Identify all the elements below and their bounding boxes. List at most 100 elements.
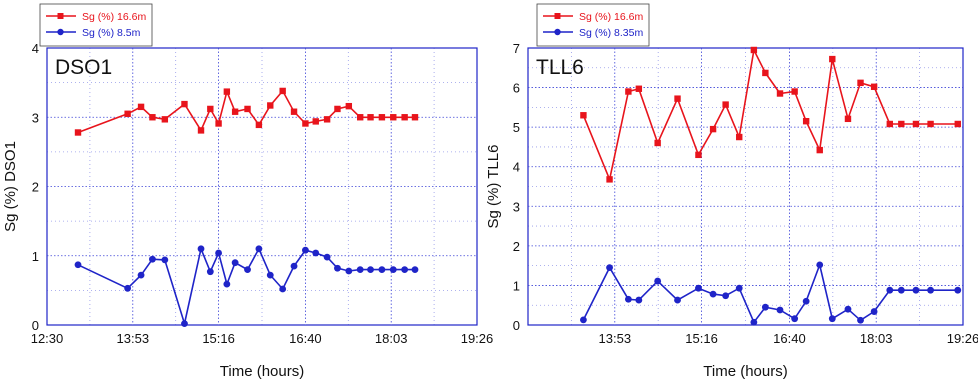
data-point xyxy=(776,306,784,314)
data-point xyxy=(776,90,784,97)
data-point xyxy=(750,46,758,54)
legend-marker xyxy=(554,13,561,19)
chart-panel-dso1: 0 1 2 3 4 12:30 13:53 15:16 16:40 18:03 19:26 Time … xyxy=(2,3,494,380)
data-point xyxy=(267,102,274,109)
x-tick-label: 19:26 xyxy=(461,331,494,346)
data-point xyxy=(736,133,743,141)
y-tick-label: 4 xyxy=(513,160,520,175)
data-point xyxy=(231,259,239,267)
data-point xyxy=(625,88,632,95)
y-tick-label: 7 xyxy=(513,41,520,56)
data-point xyxy=(954,286,962,294)
data-point xyxy=(791,88,798,95)
data-point xyxy=(844,305,852,313)
data-point xyxy=(580,112,587,119)
y-tick-label: 1 xyxy=(32,249,39,264)
legend-box xyxy=(39,3,153,47)
x-tick-label: 16:40 xyxy=(773,331,806,346)
data-point xyxy=(912,286,920,294)
legend: Sg (%) 16.6m Sg (%) 8.5m xyxy=(39,3,153,47)
y-tick-label: 2 xyxy=(513,239,520,254)
data-point xyxy=(367,114,374,121)
legend: Sg (%) 16.6m Sg (%) 8.35m xyxy=(536,3,650,47)
y-tick-label: 5 xyxy=(513,120,520,135)
data-point xyxy=(886,286,894,294)
data-point xyxy=(197,127,205,134)
data-point xyxy=(674,95,681,102)
data-point xyxy=(762,69,769,77)
data-point xyxy=(722,101,729,108)
data-point xyxy=(816,146,823,154)
data-point xyxy=(886,120,894,128)
y-tick-label: 0 xyxy=(32,318,39,333)
data-point xyxy=(954,120,961,128)
data-point xyxy=(223,88,231,95)
y-axis-title: Sg (%) TLL6 xyxy=(485,145,502,229)
data-point xyxy=(816,261,824,269)
data-point xyxy=(137,271,145,279)
data-point xyxy=(389,266,397,273)
x-axis-title: Time (hours) xyxy=(220,363,304,380)
data-point xyxy=(912,120,920,128)
data-point xyxy=(161,256,169,264)
data-point xyxy=(323,253,331,261)
data-point xyxy=(124,284,132,292)
data-point xyxy=(750,318,758,326)
data-point xyxy=(695,151,702,159)
data-point xyxy=(215,120,222,127)
x-tick-label: 13:53 xyxy=(117,331,150,346)
y-tick-label: 6 xyxy=(513,81,520,96)
data-point xyxy=(844,115,852,123)
legend-label: Sg (%) 16.6m xyxy=(82,11,146,23)
chart-panel-tll6: 0 1 2 3 4 5 6 7 13:53 15:16 16:40 18:03 19:26 Time (h… xyxy=(485,3,978,380)
legend-box xyxy=(536,3,650,47)
data-point xyxy=(244,105,251,113)
data-point xyxy=(635,296,643,304)
data-point xyxy=(215,249,222,257)
data-point xyxy=(401,266,409,273)
y-tick-label: 1 xyxy=(513,278,520,293)
plot-frame xyxy=(527,47,964,326)
legend-marker xyxy=(554,28,561,36)
legend-label: Sg (%) 8.35m xyxy=(579,27,643,39)
data-point xyxy=(290,262,298,270)
legend-label: Sg (%) 8.5m xyxy=(82,27,141,39)
data-point xyxy=(197,245,205,253)
data-point xyxy=(279,285,287,293)
data-point xyxy=(149,114,156,121)
data-point xyxy=(74,129,82,136)
legend-label: Sg (%) 16.6m xyxy=(579,11,643,23)
data-point xyxy=(722,292,730,300)
x-tick-label: 19:26 xyxy=(947,331,978,346)
data-point xyxy=(802,297,810,305)
data-point xyxy=(802,118,810,125)
data-point xyxy=(334,105,341,113)
data-point xyxy=(244,266,251,273)
data-point xyxy=(761,303,769,311)
y-tick-label: 3 xyxy=(32,110,39,125)
data-point xyxy=(870,83,878,90)
data-point xyxy=(367,266,374,273)
data-point xyxy=(606,176,613,183)
data-point xyxy=(898,120,905,128)
x-tick-label: 13:53 xyxy=(599,331,632,346)
data-point xyxy=(695,284,702,292)
data-point xyxy=(74,261,82,269)
x-tick-label: 16:40 xyxy=(289,331,322,346)
data-point xyxy=(161,116,169,123)
data-point xyxy=(137,103,145,111)
data-point xyxy=(635,85,643,92)
data-point xyxy=(302,246,309,254)
data-point xyxy=(401,114,408,121)
y-tick-label: 2 xyxy=(32,180,39,195)
legend-marker xyxy=(57,13,64,19)
data-point xyxy=(654,139,661,147)
data-point xyxy=(580,316,587,324)
x-tick-label: 15:16 xyxy=(685,331,718,346)
x-tick-label: 18:03 xyxy=(860,331,893,346)
data-point xyxy=(181,320,188,328)
legend-marker xyxy=(57,28,64,36)
data-point xyxy=(897,286,905,294)
data-point xyxy=(223,280,231,288)
